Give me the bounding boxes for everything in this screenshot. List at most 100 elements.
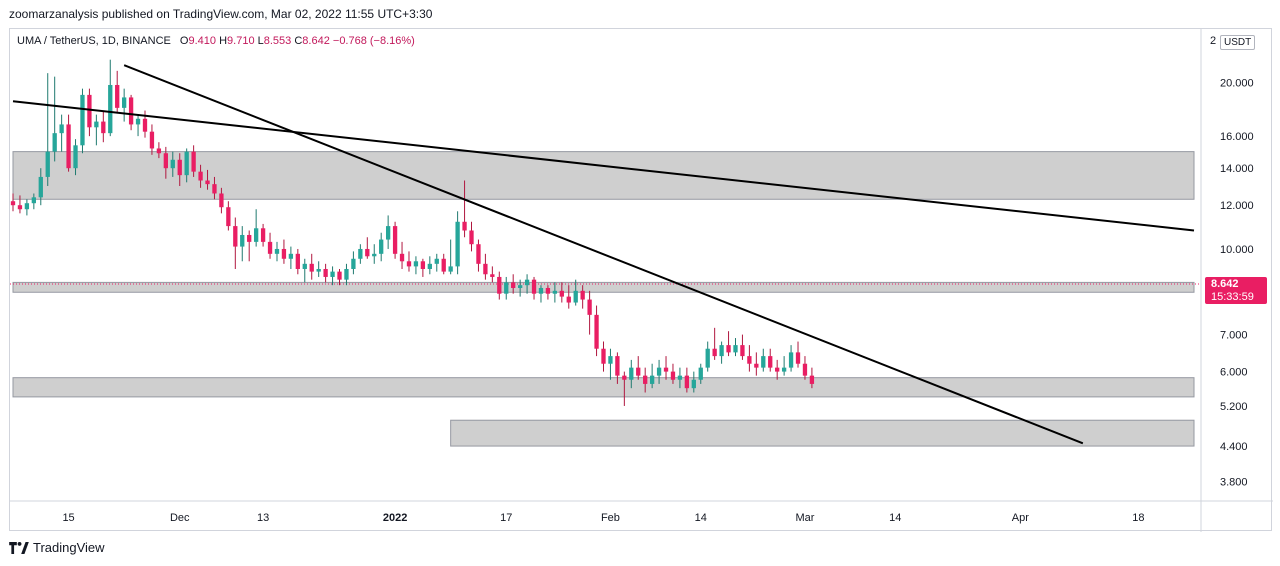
time-tick-label: Feb	[601, 512, 620, 524]
candle-body	[781, 367, 787, 372]
candle-body	[775, 367, 780, 372]
tradingview-logo-icon	[9, 541, 29, 554]
candle-body	[45, 151, 50, 177]
candles-layer	[10, 59, 815, 406]
candle-body	[580, 290, 585, 300]
candle-body	[73, 145, 78, 169]
candle-body	[309, 263, 314, 272]
candle-body	[10, 201, 16, 206]
time-axis: 15 Dec 13 2022 17 Feb 14 Mar 14 Apr 18	[62, 512, 1144, 524]
candle-body	[274, 248, 280, 254]
candle-body	[87, 94, 92, 128]
open-label: O	[179, 35, 189, 47]
candle-body	[240, 234, 245, 247]
candle-body	[94, 121, 99, 128]
price-tick-label: 14.000	[1220, 163, 1254, 175]
candle-body	[622, 375, 627, 380]
candle-body	[712, 348, 717, 357]
publisher-line: zoomarzanalysis published on TradingView…	[9, 7, 433, 21]
candle-body	[455, 221, 460, 267]
candle-body	[52, 133, 57, 152]
candle-body	[358, 248, 363, 259]
price-tick-label: 6.000	[1220, 367, 1248, 379]
candle-body	[253, 228, 259, 242]
candle-body	[205, 180, 210, 185]
price-tick-label: 12.000	[1220, 200, 1254, 212]
time-tick-label: 2022	[383, 512, 407, 524]
candle-body	[511, 282, 516, 288]
candle-body	[476, 244, 481, 264]
candle-body	[163, 153, 168, 169]
candle-body	[226, 207, 231, 227]
candle-body	[434, 258, 439, 264]
candle-body	[108, 84, 113, 134]
candle-body	[281, 248, 287, 259]
candle-body	[344, 268, 349, 280]
candle-body	[184, 151, 189, 176]
last-price-value: 8.642	[1211, 278, 1239, 290]
zone-2	[12, 377, 1195, 398]
time-tick-label: Dec	[170, 512, 190, 524]
candle-body	[330, 271, 335, 277]
chart-frame[interactable]: 20.000 16.000 14.000 12.000 10.000 7.000 6.000…	[9, 28, 1273, 532]
candle-body	[719, 345, 724, 357]
close-value: 8.642	[302, 35, 330, 47]
candle-body	[573, 290, 578, 303]
candle-body	[490, 274, 495, 277]
candle-body	[260, 228, 266, 242]
candle-body	[566, 296, 571, 303]
candle-body	[247, 234, 252, 242]
candle-body	[469, 230, 474, 245]
candle-body	[59, 124, 64, 134]
candle-body	[656, 367, 662, 376]
candle-body	[420, 261, 426, 269]
zone-3	[450, 419, 1195, 447]
candle-body	[198, 171, 203, 181]
candle-body	[267, 241, 273, 254]
trendline-0	[12, 100, 1195, 232]
candle-body	[733, 345, 738, 353]
footer-brand[interactable]: TradingView	[9, 540, 105, 555]
candle-body	[24, 203, 30, 210]
candle-body	[754, 363, 759, 368]
price-tick-label: 4.400	[1220, 441, 1248, 453]
last-price-tag: 8.642 15:33:59	[1205, 277, 1267, 304]
candle-body	[691, 379, 696, 389]
candle-body	[761, 356, 766, 368]
candle-body	[705, 348, 710, 368]
candle-body	[142, 118, 148, 132]
price-tick-label: 10.000	[1220, 244, 1254, 256]
candle-body	[663, 367, 669, 372]
trendlines-layer	[12, 64, 1195, 445]
price-tick-label: 5.200	[1220, 401, 1248, 413]
candle-body	[517, 285, 523, 288]
low-label: L	[257, 35, 264, 47]
candle-body	[80, 94, 85, 146]
candle-body	[809, 375, 815, 384]
time-tick-label: Apr	[1012, 512, 1029, 524]
candle-body	[316, 268, 321, 272]
zone-1	[12, 281, 1195, 293]
candle-body	[323, 268, 328, 277]
candle-body	[427, 263, 432, 269]
candle-body	[504, 282, 509, 294]
candle-body	[17, 205, 23, 210]
candle-body	[399, 253, 405, 262]
candle-body	[497, 276, 502, 294]
price-tick-label: 16.000	[1220, 131, 1254, 143]
candle-body	[302, 263, 307, 269]
candle-body	[601, 348, 606, 364]
time-tick-label: 14	[889, 512, 901, 524]
candle-body	[649, 375, 655, 384]
candle-body	[191, 151, 196, 172]
candle-body	[392, 226, 398, 254]
price-axis: 20.000 16.000 14.000 12.000 10.000 7.000 6.000…	[1220, 78, 1254, 489]
currency-badge[interactable]: USDT	[1220, 35, 1256, 50]
close-label: C	[294, 35, 303, 47]
candle-body	[587, 299, 592, 315]
candle-body	[66, 124, 71, 169]
candle-body	[233, 226, 238, 247]
price-chart[interactable]: 20.000 16.000 14.000 12.000 10.000 7.000 6.000…	[10, 29, 1273, 532]
candle-body	[483, 263, 488, 275]
price-tick-label: 20.000	[1220, 78, 1254, 90]
